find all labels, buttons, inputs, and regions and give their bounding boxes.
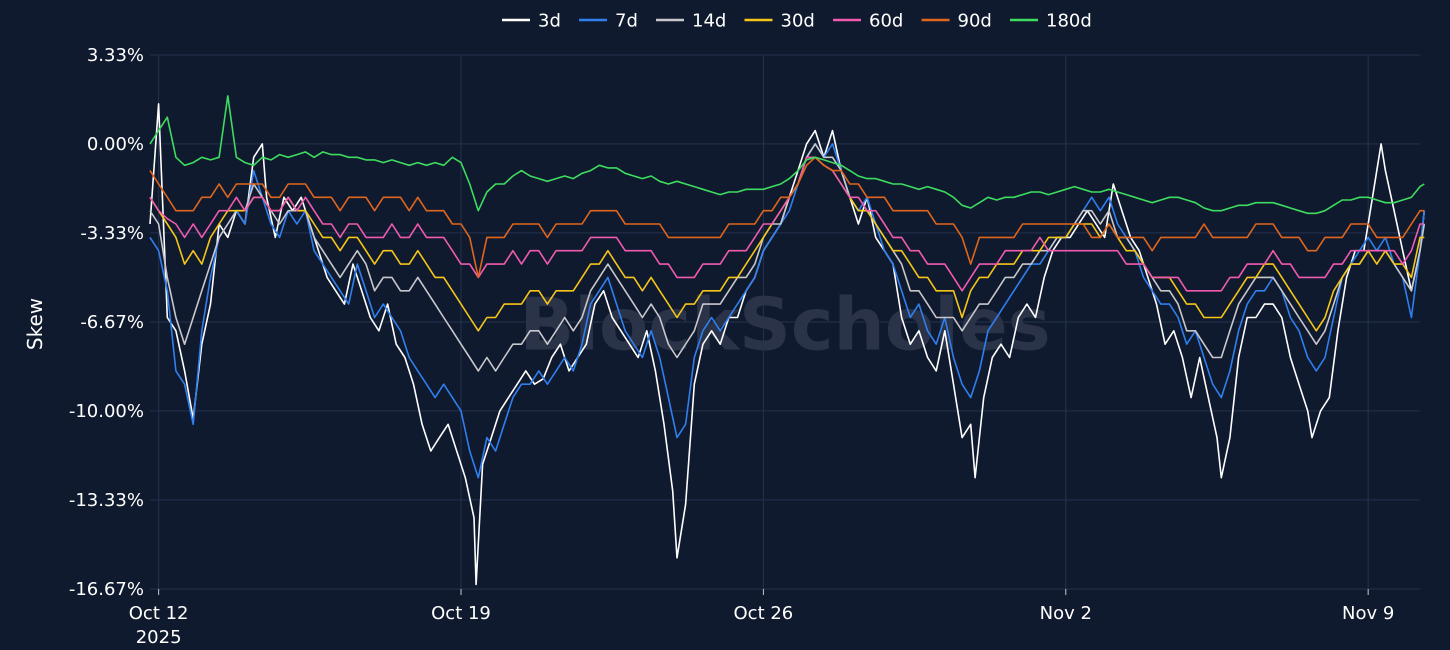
legend-item-30d[interactable]: 30d [744,11,815,32]
legend-item-14d[interactable]: 14d [656,11,726,32]
y-tick-label: -16.67% [69,579,144,600]
legend-item-3d[interactable]: 3d [502,11,561,32]
legend-item-90d[interactable]: 90d [921,11,992,32]
legend-label: 3d [538,11,561,32]
legend-item-7d[interactable]: 7d [579,11,638,32]
x-tick-year-label: 2025 [136,627,182,648]
x-axis-ticks: Oct 12 Oct 19 Oct 26 Nov 2 Nov 9 2025 [129,589,1394,648]
x-tick-label: Oct 26 [734,603,794,624]
legend-label: 90d [958,11,992,32]
series-line-180d [149,95,1425,215]
y-tick-label: 0.00% [87,134,144,155]
legend-label: 60d [869,11,903,32]
legend-item-180d[interactable]: 180d [1010,11,1092,32]
y-tick-label: -3.33% [80,223,144,244]
y-tick-label: -10.00% [69,401,144,422]
watermark: BlockScholes [519,283,1050,367]
y-axis-ticks: 3.33% 0.00% -3.33% -6.67% -10.00% -13.33% -16.… [69,45,144,600]
series-line-7d [149,143,1426,479]
y-tick-label: -6.67% [80,312,144,333]
y-axis-label: Skew [23,298,47,350]
x-tick-label: Nov 2 [1040,603,1092,624]
y-tick-label: 3.33% [87,45,144,66]
x-tick-label: Nov 9 [1342,603,1394,624]
x-tick-label: Oct 19 [431,603,491,624]
legend-label: 14d [692,11,726,32]
legend[interactable]: 3d 7d 14d 30d 60d 90d 180d [502,11,1092,32]
legend-label: 30d [781,11,815,32]
legend-label: 7d [615,11,638,32]
legend-label: 180d [1046,11,1092,32]
series-lines [149,95,1426,586]
y-tick-label: -13.33% [69,490,144,511]
x-tick-label: Oct 12 [129,603,189,624]
legend-item-60d[interactable]: 60d [833,11,903,32]
grid-lines [150,54,1420,590]
series-line-90d [149,156,1425,279]
